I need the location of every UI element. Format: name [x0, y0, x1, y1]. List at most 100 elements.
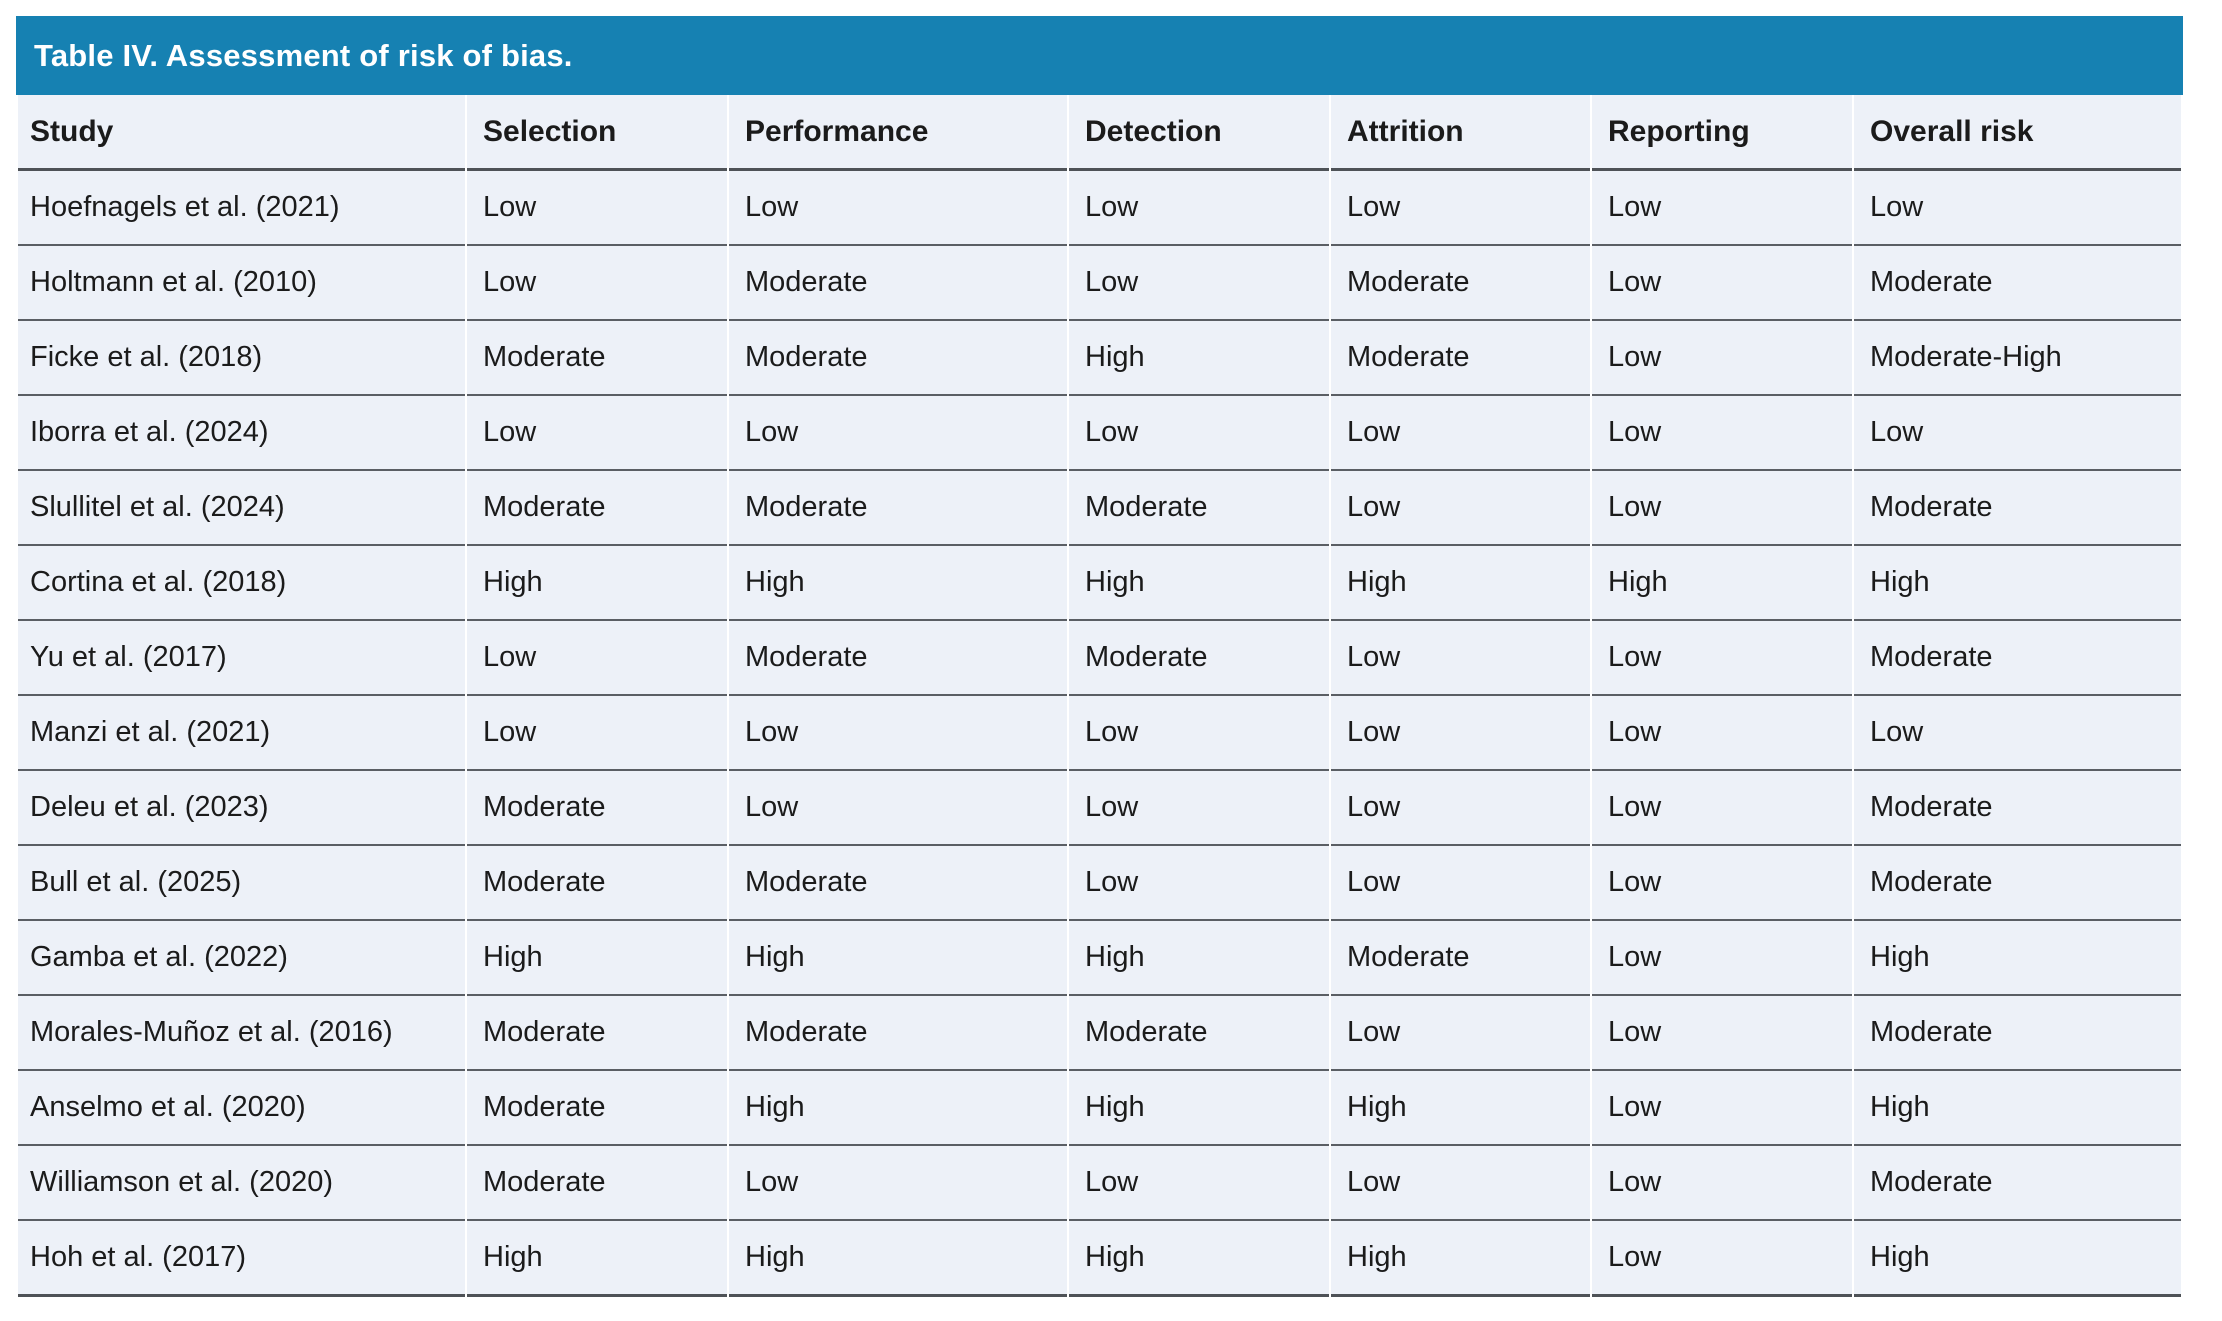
rating-cell: Moderate	[467, 996, 727, 1071]
header-row: Study Selection Performance Detection At…	[18, 95, 2181, 171]
rating-cell: Low	[467, 696, 727, 771]
study-cell: Yu et al. (2017)	[18, 621, 465, 696]
rating-cell: Low	[1069, 396, 1329, 471]
rating-cell: Low	[467, 621, 727, 696]
rating-cell: Moderate	[1854, 1146, 2181, 1221]
rating-cell: High	[1331, 546, 1590, 621]
rating-cell: Moderate	[1854, 621, 2181, 696]
table-row: Hoh et al. (2017) High High High High Low High	[18, 1221, 2181, 1297]
rating-cell: Moderate	[467, 1071, 727, 1146]
rating-cell: Moderate	[467, 321, 727, 396]
study-cell: Manzi et al. (2021)	[18, 696, 465, 771]
study-cell: Williamson et al. (2020)	[18, 1146, 465, 1221]
rating-cell: Low	[1592, 171, 1852, 246]
rating-cell: Low	[1592, 771, 1852, 846]
rating-cell: Low	[1069, 1146, 1329, 1221]
rating-cell: Moderate	[729, 471, 1067, 546]
study-cell: Slullitel et al. (2024)	[18, 471, 465, 546]
table-row: Bull et al. (2025) Moderate Moderate Low Low…	[18, 846, 2181, 921]
rating-cell: Moderate	[1854, 996, 2181, 1071]
rating-cell: Low	[1069, 171, 1329, 246]
rating-cell: High	[729, 1071, 1067, 1146]
rating-cell: High	[729, 921, 1067, 996]
rating-cell: High	[1854, 921, 2181, 996]
rating-cell: High	[1854, 546, 2181, 621]
rating-cell: Low	[1592, 471, 1852, 546]
rating-cell: Low	[729, 396, 1067, 471]
rating-cell: High	[1069, 1071, 1329, 1146]
table-row: Slullitel et al. (2024) Moderate Moderate M…	[18, 471, 2181, 546]
table-header: Study Selection Performance Detection At…	[18, 95, 2181, 171]
rating-cell: Moderate	[1854, 846, 2181, 921]
col-header-study: Study	[18, 95, 465, 171]
rating-cell: High	[467, 921, 727, 996]
col-header-detection: Detection	[1069, 95, 1329, 171]
table-row: Deleu et al. (2023) Moderate Low Low Low Low M…	[18, 771, 2181, 846]
rating-cell: Moderate	[467, 846, 727, 921]
rating-cell: High	[467, 1221, 727, 1297]
rating-cell: Moderate	[1854, 246, 2181, 321]
rating-cell: Low	[1069, 696, 1329, 771]
rating-cell: Low	[1331, 621, 1590, 696]
study-cell: Gamba et al. (2022)	[18, 921, 465, 996]
rating-cell: Moderate	[729, 321, 1067, 396]
rating-cell: High	[729, 1221, 1067, 1297]
rating-cell: Moderate	[729, 996, 1067, 1071]
rating-cell: Low	[1069, 246, 1329, 321]
rating-cell: Low	[1854, 396, 2181, 471]
table-row: Iborra et al. (2024) Low Low Low Low Low Low	[18, 396, 2181, 471]
rating-cell: Low	[1592, 921, 1852, 996]
col-header-reporting: Reporting	[1592, 95, 1852, 171]
rating-cell: Moderate	[1069, 996, 1329, 1071]
rating-cell: Low	[1592, 846, 1852, 921]
table-row: Ficke et al. (2018) Moderate Moderate High M…	[18, 321, 2181, 396]
study-cell: Anselmo et al. (2020)	[18, 1071, 465, 1146]
col-header-attrition: Attrition	[1331, 95, 1590, 171]
rating-cell: High	[1854, 1221, 2181, 1297]
rating-cell: High	[1069, 321, 1329, 396]
rating-cell: Moderate	[1069, 471, 1329, 546]
rating-cell: High	[1854, 1071, 2181, 1146]
study-cell: Deleu et al. (2023)	[18, 771, 465, 846]
rating-cell: Moderate	[467, 471, 727, 546]
study-cell: Holtmann et al. (2010)	[18, 246, 465, 321]
rating-cell: Low	[1331, 1146, 1590, 1221]
rating-cell: Low	[1331, 396, 1590, 471]
rating-cell: Moderate	[1331, 246, 1590, 321]
study-cell: Cortina et al. (2018)	[18, 546, 465, 621]
table-title: Table IV. Assessment of risk of bias.	[34, 37, 573, 73]
study-cell: Hoh et al. (2017)	[18, 1221, 465, 1297]
col-header-overall-risk: Overall risk	[1854, 95, 2181, 171]
rating-cell: High	[1592, 546, 1852, 621]
rating-cell: Low	[1592, 396, 1852, 471]
rating-cell: Low	[1592, 696, 1852, 771]
rating-cell: Moderate	[467, 771, 727, 846]
rating-cell: Low	[467, 171, 727, 246]
rating-cell: Moderate	[467, 1146, 727, 1221]
table-row: Hoefnagels et al. (2021) Low Low Low Low Low L…	[18, 171, 2181, 246]
study-cell: Iborra et al. (2024)	[18, 396, 465, 471]
rating-cell: Moderate-High	[1854, 321, 2181, 396]
rating-cell: Low	[729, 1146, 1067, 1221]
table-row: Cortina et al. (2018) High High High High Hig…	[18, 546, 2181, 621]
rating-cell: Low	[1331, 996, 1590, 1071]
rating-cell: Moderate	[729, 246, 1067, 321]
rating-cell: Low	[467, 396, 727, 471]
rating-cell: Low	[1592, 996, 1852, 1071]
rating-cell: Low	[1331, 471, 1590, 546]
rating-cell: Low	[1069, 846, 1329, 921]
rating-cell: Low	[1854, 696, 2181, 771]
rating-cell: Low	[467, 246, 727, 321]
rating-cell: Low	[1592, 1221, 1852, 1297]
table-row: Manzi et al. (2021) Low Low Low Low Low Low	[18, 696, 2181, 771]
rating-cell: High	[729, 546, 1067, 621]
rating-cell: Moderate	[1069, 621, 1329, 696]
table-row: Anselmo et al. (2020) Moderate High High Hig…	[18, 1071, 2181, 1146]
rating-cell: Moderate	[1331, 321, 1590, 396]
rating-cell: Moderate	[1854, 471, 2181, 546]
rating-cell: Low	[1069, 771, 1329, 846]
table-body: Hoefnagels et al. (2021) Low Low Low Low Low L…	[18, 171, 2181, 1297]
rating-cell: Low	[1592, 246, 1852, 321]
rating-cell: Moderate	[1854, 771, 2181, 846]
